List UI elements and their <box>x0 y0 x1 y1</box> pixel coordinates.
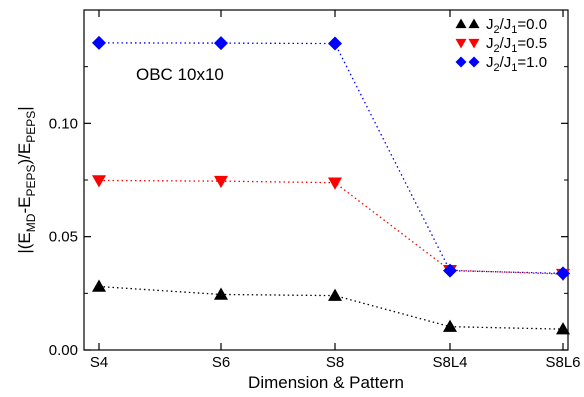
marker-diamond <box>92 35 106 50</box>
marker-triangle-up <box>556 322 570 335</box>
legend-label: J2/J1=0.0 <box>486 16 547 36</box>
y-axis-title: |(EMD-EPEPS)/EPEPS| <box>15 106 38 253</box>
series-line <box>98 42 564 275</box>
marker-triangle-down <box>468 38 480 49</box>
y-title-sub-3: PEPS <box>24 111 38 143</box>
x-tick-label: S6 <box>212 354 230 371</box>
marker-triangle-up <box>328 288 342 301</box>
marker-triangle-up <box>468 18 480 29</box>
legend-subscript: 1 <box>511 62 517 74</box>
series-line <box>98 285 564 330</box>
x-tick-label: S8 <box>326 354 344 371</box>
x-tick-label: S8L4 <box>432 354 467 371</box>
x-tick-label: S8L6 <box>545 354 580 371</box>
marker-diamond <box>443 263 457 278</box>
legend-subscript: 1 <box>511 43 517 55</box>
legend-subscript: 2 <box>494 62 500 74</box>
legend: J2/J1=0.0J2/J1=0.5J2/J1=1.0 <box>455 16 547 74</box>
marker-diamond <box>214 36 228 51</box>
marker-triangle-down <box>455 38 467 49</box>
plot-frame <box>83 9 569 351</box>
y-tick-label: 0.10 <box>49 115 78 132</box>
legend-label: J2/J1=1.0 <box>486 54 547 74</box>
legend-text-part: J <box>486 16 494 33</box>
y-title-part-2: -E <box>15 197 34 214</box>
y-tick-label: 0.05 <box>49 229 78 246</box>
legend-text-part: =0.5 <box>517 35 547 52</box>
legend-text-part: =1.0 <box>517 54 547 71</box>
legend-text-part: J <box>486 54 494 71</box>
legend-entry-0: J2/J1=0.0 <box>455 16 547 36</box>
legend-subscript: 2 <box>494 43 500 55</box>
y-title-sub-2: PEPS <box>24 165 38 197</box>
x-tick-label: S4 <box>90 354 108 371</box>
series-1 <box>92 175 570 282</box>
legend-entry-2: J2/J1=1.0 <box>455 54 547 74</box>
annotation-text: OBC 10x10 <box>136 65 224 84</box>
legend-text-part: /J <box>500 35 512 52</box>
y-tick-label: 0.00 <box>49 342 78 359</box>
y-title-part-4: | <box>15 106 34 110</box>
y-axis: 0.00 0.05 0.10 <box>49 66 568 359</box>
marker-diamond <box>556 266 570 281</box>
y-title-part-3: )/E <box>15 143 34 165</box>
x-axis-title: Dimension & Pattern <box>248 373 404 392</box>
legend-text-part: J <box>486 35 494 52</box>
marker-triangle-up <box>455 18 467 29</box>
marker-triangle-up <box>443 319 457 332</box>
marker-diamond <box>328 36 342 51</box>
marker-triangle-down <box>328 177 342 190</box>
legend-label: J2/J1=0.5 <box>486 35 547 55</box>
series-layer <box>92 35 570 335</box>
marker-triangle-up <box>92 279 106 292</box>
marker-triangle-down <box>214 175 228 189</box>
marker-diamond <box>455 56 467 68</box>
marker-triangle-down <box>92 175 106 188</box>
legend-subscript: 2 <box>494 24 500 36</box>
x-axis: S4 S6 S8 S8L4 S8L6 <box>90 10 581 371</box>
marker-diamond <box>468 56 480 68</box>
y-title-part-1: |(E <box>15 232 34 253</box>
series-line <box>98 179 564 275</box>
series-0 <box>92 279 570 335</box>
marker-triangle-up <box>214 287 228 300</box>
series-2 <box>92 35 570 281</box>
legend-text-part: =0.0 <box>517 16 547 33</box>
legend-text-part: /J <box>500 54 512 71</box>
legend-entry-1: J2/J1=0.5 <box>455 35 547 55</box>
y-title-sub-1: MD <box>24 213 38 232</box>
legend-text-part: /J <box>500 16 512 33</box>
legend-subscript: 1 <box>511 24 517 36</box>
